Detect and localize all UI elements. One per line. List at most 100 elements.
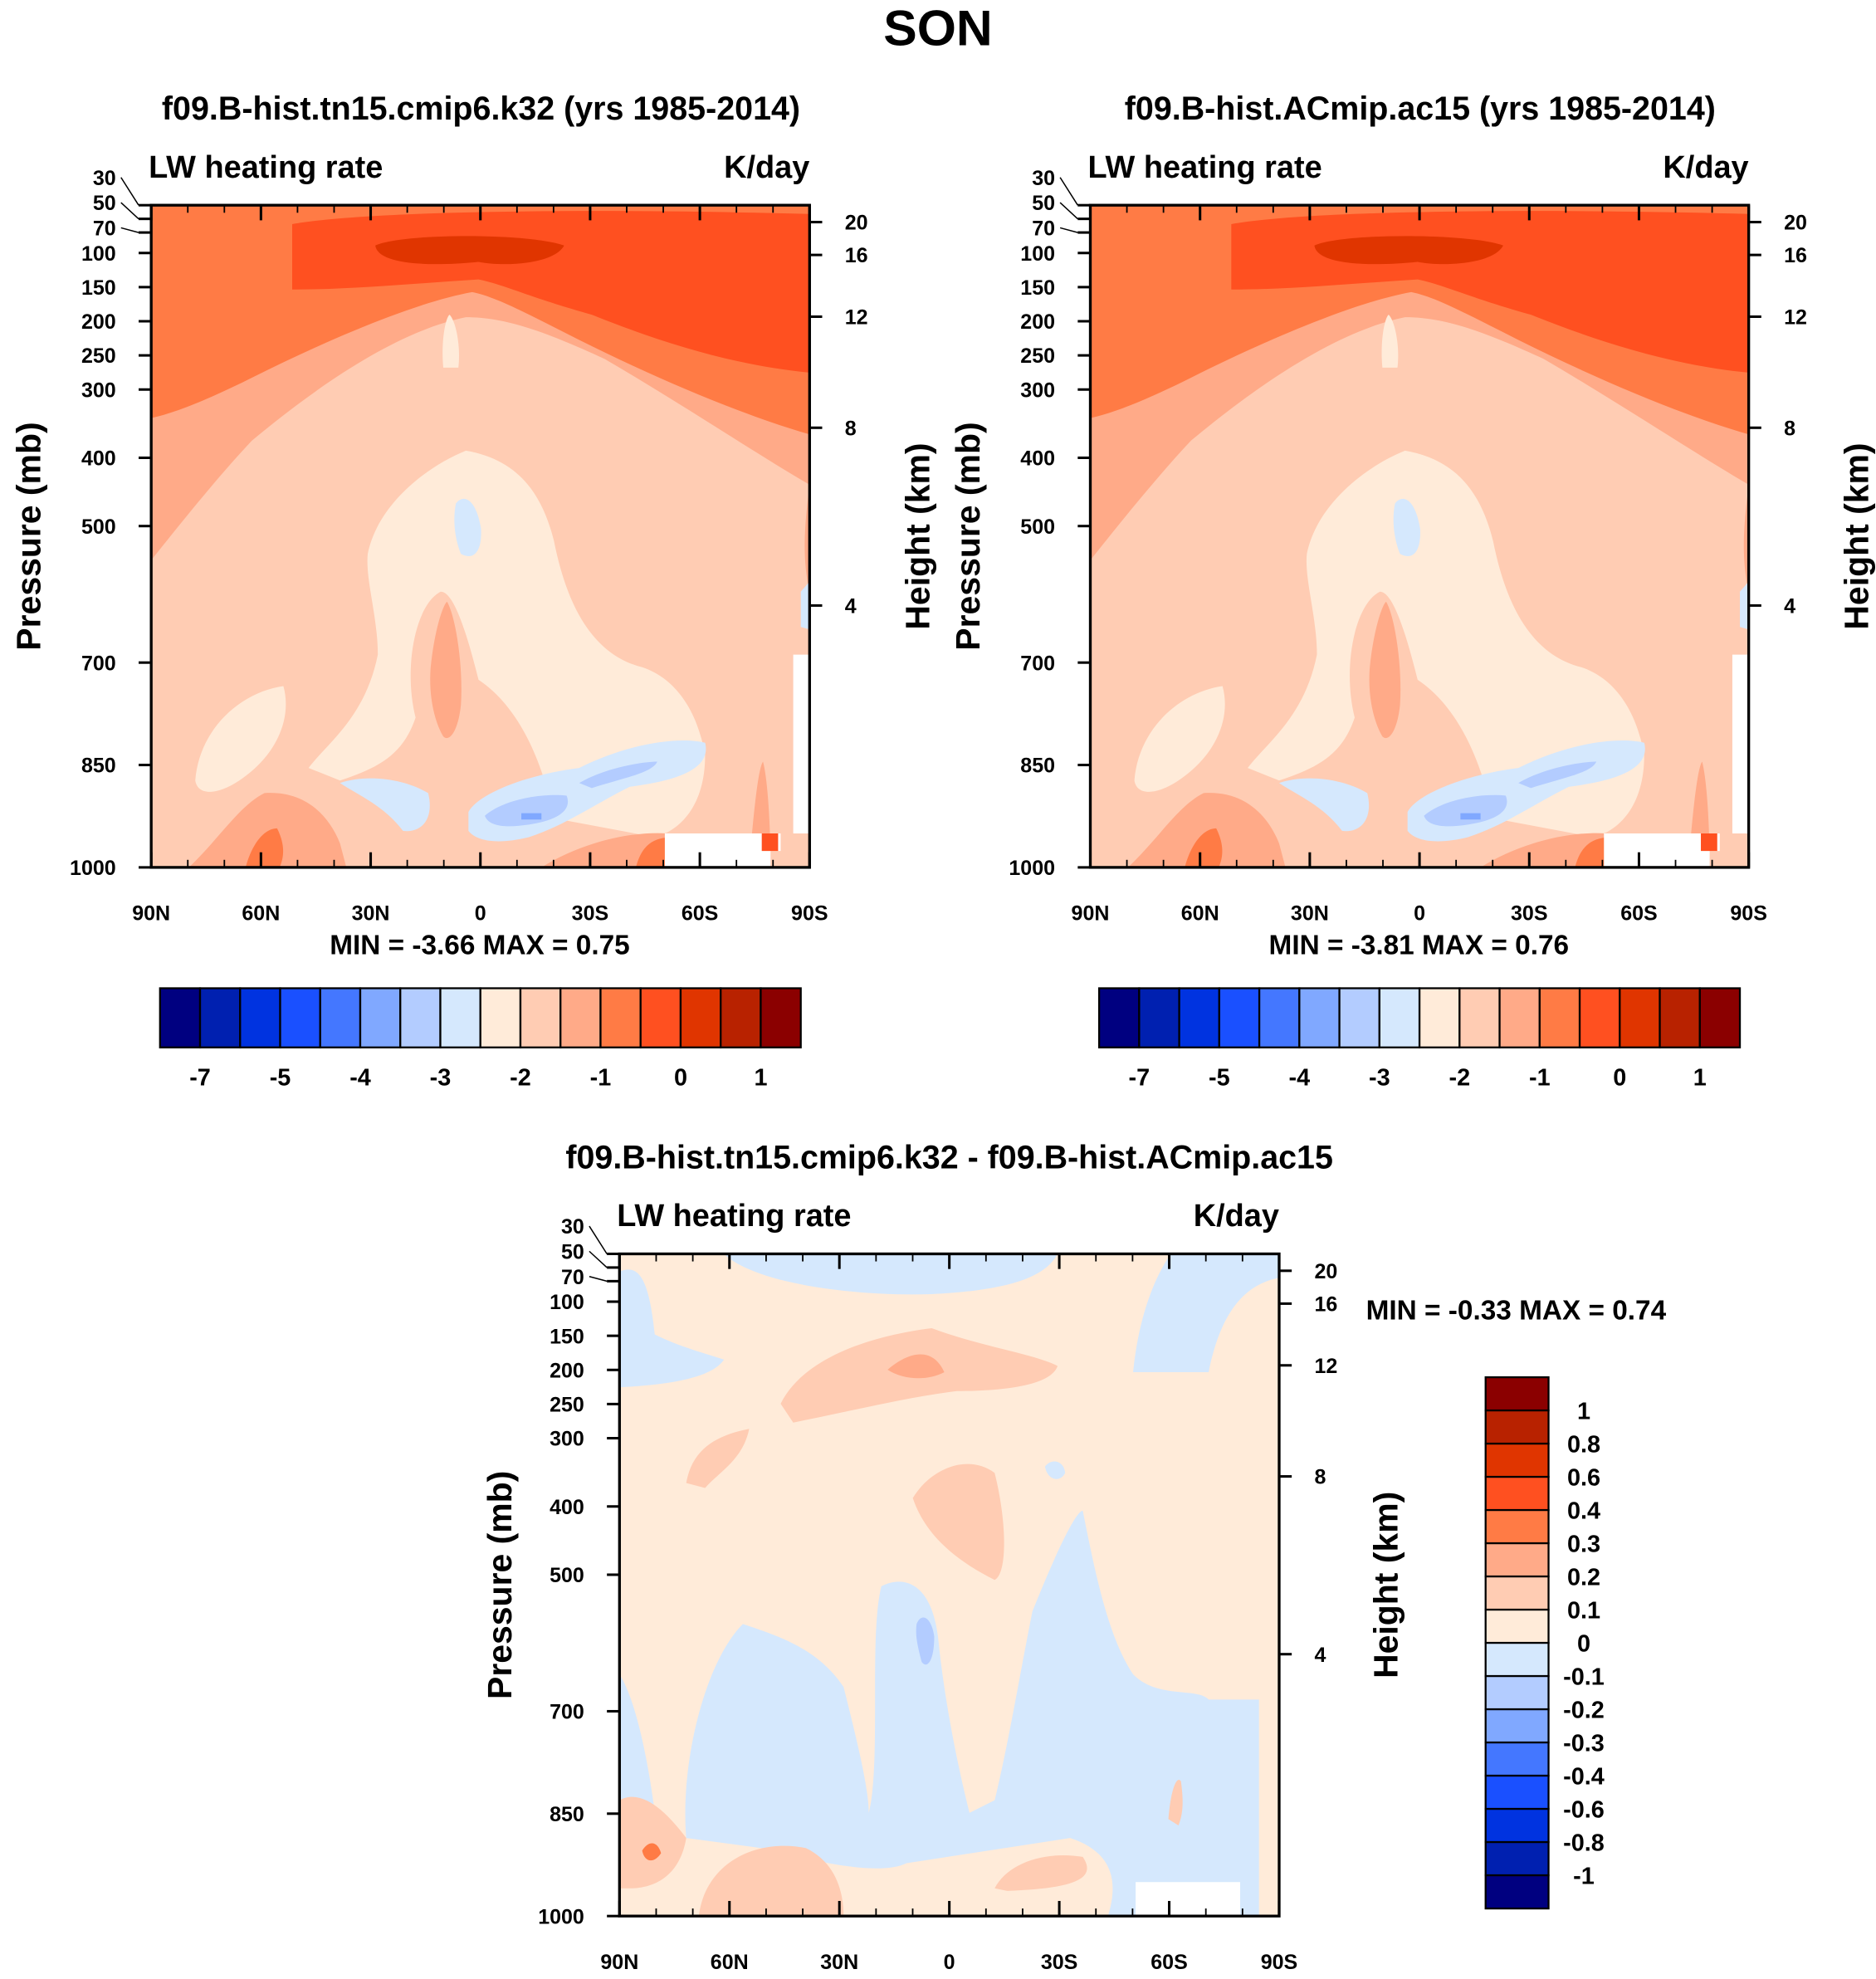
height-tick-label: 12 [1314,1355,1337,1378]
pressure-axis-label: Pressure (mb) [10,422,48,650]
colorbar-box [1484,1874,1550,1910]
pressure-tick-label: 300 [1020,379,1055,402]
panel3-contours [619,1253,1279,1917]
pressure-tick-leader [589,1225,608,1254]
pressure-axis-label: Pressure (mb) [481,1471,519,1699]
colorbar-box [1378,987,1421,1048]
x-tick-label: 60N [711,1951,749,1974]
colorbar-box [1538,987,1581,1048]
panel-title: f09.B-hist.ACmip.ac15 (yrs 1985-2014) [1125,90,1716,127]
colorbar-box [1498,987,1541,1048]
x-tick-label: 60S [1620,902,1658,926]
min-max-label: MIN = -3.81 MAX = 0.76 [1269,931,1570,961]
pressure-tick-label: 70 [1032,217,1055,241]
colorbar-box [1484,1575,1550,1611]
pressure-tick-leader [120,202,139,220]
colorbar-box [1484,1409,1550,1445]
pressure-tick-leader [120,177,139,206]
panel-variable-label: LW heating rate [617,1199,851,1234]
contour-level [619,1674,655,1825]
colorbar-box [1178,987,1220,1048]
pressure-tick-label: 30 [93,167,116,190]
x-tick-label: 60S [1151,1951,1188,1974]
colorbar-box [599,987,642,1048]
colorbar-box [1659,987,1701,1048]
colorbar-box [1484,1674,1550,1711]
colorbar-box [1484,1641,1550,1678]
colorbar-box [519,987,562,1048]
height-tick-label: 12 [1784,306,1807,330]
pressure-tick-label: 50 [561,1240,584,1263]
colorbar-box [239,987,281,1048]
pressure-tick-label: 1000 [70,857,116,880]
contour-level [887,1354,945,1379]
pressure-tick-label: 700 [1020,652,1055,675]
x-tick-label: 90S [791,902,828,926]
x-tick-label: 90N [132,902,170,926]
contour-level [698,1845,844,1917]
height-tick-label: 8 [1784,417,1795,440]
colorbar-box [1484,1608,1550,1644]
x-tick-label: 60S [682,902,719,926]
colorbar-label: -3 [430,1064,452,1091]
pressure-tick-label: 250 [1020,344,1055,368]
pressure-axis-label: Pressure (mb) [949,422,987,650]
contour-level [245,828,284,867]
pressure-tick-label: 500 [550,1564,584,1587]
x-tick-label: 30S [1511,902,1548,926]
colorbar-label: -1 [590,1064,612,1091]
colorbar-box [1418,987,1461,1048]
colorbar-label: -0.1 [1563,1664,1605,1691]
colorbar-box [1298,987,1341,1048]
x-tick-label: 0 [944,1951,955,1974]
colorbar-label: -7 [1129,1064,1151,1091]
colorbar-box [1578,987,1621,1048]
pressure-tick-label: 200 [550,1359,584,1382]
panel-title: f09.B-hist.tn15.cmip6.k32 (yrs 1985-2014… [162,90,800,127]
colorbar-label: 0.2 [1567,1565,1600,1591]
colorbar-box [1484,1542,1550,1578]
height-axis-label: Height (km) [1838,442,1876,629]
colorbar-label: -5 [270,1064,291,1091]
pressure-tick-label: 1000 [1009,857,1055,880]
height-tick-label: 4 [1784,595,1795,618]
pressure-tick-leader [1059,202,1078,220]
colorbar-label: -1 [1573,1864,1595,1890]
colorbar-box [1097,987,1141,1048]
contour-level [521,813,542,820]
contour-level [761,833,779,852]
contour-level [685,1510,1259,1917]
colorbar-label: 0.4 [1567,1498,1600,1525]
colorbar-label: -2 [510,1064,531,1091]
pressure-tick-label: 50 [93,192,116,215]
pressure-tick-label: 250 [550,1393,584,1416]
colorbar-box [1484,1475,1550,1512]
pressure-tick-label: 300 [81,379,116,402]
contour-level [442,315,459,368]
pressure-tick-label: 30 [561,1215,584,1239]
min-max-label: MIN = -0.33 MAX = 0.74 [1366,1295,1667,1326]
colorbar-label: 0 [1577,1631,1590,1658]
colorbar-label: -0.6 [1563,1797,1605,1824]
colorbar-box [1484,1376,1550,1412]
height-tick-label: 8 [1314,1466,1326,1489]
colorbar-box [359,987,402,1048]
colorbar-box [479,987,522,1048]
colorbar-box [1484,1442,1550,1478]
height-tick-label: 4 [845,595,857,618]
pressure-tick-label: 200 [81,310,116,334]
colorbar-box [1218,987,1261,1048]
panel-variable-label: LW heating rate [149,150,383,185]
pressure-tick-label: 850 [1020,755,1055,778]
colorbar-label: -4 [1289,1064,1311,1091]
colorbar-box [559,987,602,1048]
height-tick-label: 4 [1314,1644,1326,1667]
x-tick-label: 60N [242,902,280,926]
pressure-tick-label: 850 [81,755,116,778]
colorbar-label: -2 [1449,1064,1471,1091]
height-tick-label: 16 [1784,244,1807,267]
pressure-tick-leader [120,227,139,233]
pressure-tick-label: 850 [550,1803,584,1826]
pressure-tick-leader [589,1275,608,1283]
